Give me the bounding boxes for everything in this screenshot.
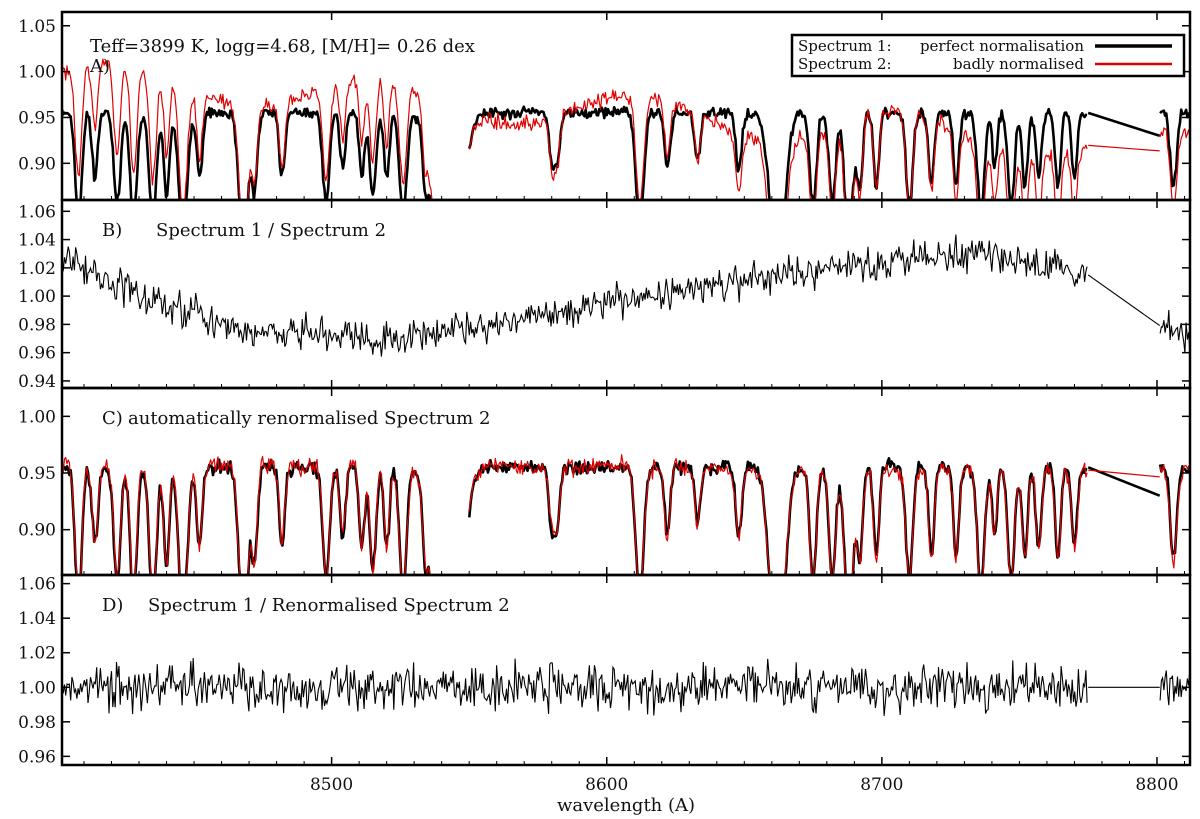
panel-b: 0.94 0.96 0.98 1.00 1.02 1.04 1.06 B) Spectrum 1…: [18, 198, 1192, 392]
panel-title: A): [89, 56, 110, 77]
panel-title: D): [102, 595, 123, 616]
series-line-2: [62, 454, 1190, 575]
plot-area: [62, 657, 1190, 716]
y-tick-label: 1.06: [18, 202, 56, 222]
series-line-2: [62, 58, 1190, 200]
x-tick-label: 8500: [310, 775, 353, 795]
y-tick-label: 0.96: [18, 747, 56, 767]
x-axis-label: wavelength (A): [557, 795, 695, 816]
legend-entry-label: badly normalised: [953, 55, 1084, 73]
legend-series-name: Spectrum 1:: [798, 37, 892, 55]
y-tick-label: 0.95: [18, 108, 56, 128]
panel-label: automatically renormalised Spectrum 2: [128, 408, 490, 429]
series-line-1: [62, 105, 1190, 200]
y-tick-label: 1.00: [18, 287, 56, 307]
panel-title: B): [102, 220, 122, 241]
panel-label: Spectrum 1 / Spectrum 2: [156, 220, 386, 241]
y-tick-label: 0.98: [18, 713, 56, 733]
legend-box: [790, 33, 1186, 78]
ratio-gap-segment: [1087, 274, 1161, 327]
legend: Spectrum 1: perfect normalisation Spectrum…: [790, 33, 1186, 78]
panel-title: C): [102, 408, 123, 429]
gap-segment-2: [1088, 144, 1160, 152]
y-tick-label: 1.02: [18, 259, 56, 279]
y-tick-label: 0.94: [18, 372, 56, 392]
y-tick-label: 1.04: [18, 609, 56, 629]
y-tick-label: 0.90: [18, 521, 56, 541]
y-tick-label: 1.00: [18, 678, 56, 698]
y-tick-label: 1.04: [18, 231, 56, 251]
y-tick-label: 1.00: [18, 407, 56, 427]
ratio-line: [62, 657, 1190, 716]
legend-series-name: Spectrum 2:: [798, 55, 892, 73]
y-tick-label: 0.96: [18, 344, 56, 364]
panel-label: Spectrum 1 / Renormalised Spectrum 2: [148, 595, 510, 616]
panel-frame: [60, 573, 1192, 767]
plot-area: [62, 454, 1190, 575]
y-tick-label: 0.90: [18, 154, 56, 174]
y-tick-label: 1.02: [18, 644, 56, 664]
x-tick-label: 8700: [860, 775, 903, 795]
plot-area: [62, 234, 1190, 357]
plot-area: [62, 58, 1190, 200]
x-tick-label: 8800: [1135, 775, 1178, 795]
y-tick-label: 0.95: [18, 464, 56, 484]
legend-entry-label: perfect normalisation: [920, 37, 1084, 55]
panel-c: 0.90 0.95 1.00 C) automatically renormalised…: [18, 386, 1192, 577]
x-tick-label: 8600: [585, 775, 628, 795]
series-line-1: [62, 457, 1190, 575]
gap-segment-2: [1088, 469, 1160, 478]
y-tick-label: 1.05: [18, 17, 56, 37]
y-tick-label: 1.00: [18, 63, 56, 83]
ratio-line: [62, 234, 1190, 357]
y-tick-label: 1.06: [18, 575, 56, 595]
panel-d: 0.96 0.98 1.00 1.02 1.04 1.06 D) Spectrum 1 / R…: [18, 573, 1192, 767]
panel-a: 0.90 0.95 1.00 1.05 Teff=3899 K, logg=4.68, …: [18, 10, 1192, 202]
gap-segment-1: [1087, 466, 1161, 497]
gap-segment-1: [1087, 111, 1161, 138]
parameters-label: Teff=3899 K, logg=4.68, [M/H]= 0.26 dex: [90, 36, 475, 57]
y-tick-label: 0.98: [18, 315, 56, 335]
